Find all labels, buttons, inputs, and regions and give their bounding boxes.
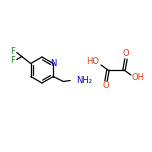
Text: F: F bbox=[10, 56, 15, 65]
Text: HO: HO bbox=[86, 57, 100, 67]
Text: NH₂: NH₂ bbox=[76, 76, 92, 85]
Text: OH: OH bbox=[131, 74, 145, 83]
Text: O: O bbox=[103, 81, 109, 90]
Text: N: N bbox=[51, 59, 57, 67]
Text: O: O bbox=[123, 50, 129, 59]
Text: F: F bbox=[10, 47, 15, 56]
